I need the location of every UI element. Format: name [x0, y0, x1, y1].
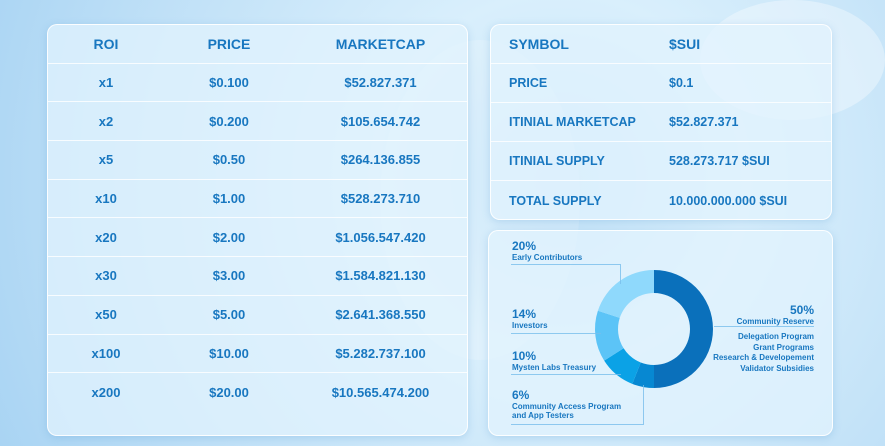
marketcap-cell: $10.565.474.200: [331, 385, 430, 401]
table-row: x20 $2.00 $1.056.547.420: [48, 218, 467, 258]
reserve-use: Delegation Program: [737, 332, 814, 341]
marketcap-cell: $1.056.547.420: [335, 229, 426, 245]
marketcap-cell: $5.282.737.100: [335, 345, 426, 361]
divider: [511, 374, 621, 375]
donut-slice-community-access-program-and-app-testers: [632, 362, 654, 388]
roi-cell: x200: [91, 385, 121, 401]
reserve-use: Validator Subsidies: [740, 363, 814, 373]
roi-cell: x20: [95, 229, 117, 245]
info-value: 10.000.000.000 $SUI: [669, 193, 788, 208]
table-row: x1 $0.100 $52.827.371: [48, 64, 467, 103]
marketcap-cell: $2.641.368.550: [335, 307, 426, 323]
price-cell: $0.200: [209, 113, 249, 129]
label-community-reserve: 50% Community Reserve: [736, 303, 814, 327]
table-row: x100 $10.00 $5.282.737.100: [48, 335, 467, 374]
table-row: x30 $3.00 $1.584.821.130: [48, 257, 467, 296]
table-row: x50 $5.00 $2.641.368.550: [48, 296, 467, 335]
info-row: SYMBOL $SUI: [491, 25, 831, 64]
info-value: $0.1: [669, 76, 694, 90]
token-distribution: 20% Early Contributors 14% Investors 10% My…: [488, 230, 833, 436]
marketcap-cell: $105.654.742: [340, 113, 421, 129]
table-header: ROI PRICE MARKETCAP: [48, 25, 467, 64]
reserve-use: Research & Developement: [713, 353, 814, 362]
label-investors: 14% Investors: [512, 307, 548, 331]
info-key: SYMBOL: [509, 36, 569, 52]
roi-cell: x100: [91, 345, 121, 361]
marketcap-cell: $1.584.821.130: [335, 268, 426, 284]
header-price: PRICE: [207, 35, 251, 52]
roi-cell: x50: [95, 307, 117, 323]
price-cell: $3.00: [212, 268, 246, 284]
label-community-access: 6% Community Access Program and App Tester…: [512, 388, 622, 421]
donut-slice-investors: [595, 310, 624, 361]
info-row: PRICE $0.1: [491, 64, 831, 103]
table-row: x2 $0.200 $105.654.742: [48, 102, 467, 142]
table-row: x200 $20.00 $10.565.474.200: [48, 373, 467, 412]
info-value: 528.273.717 $SUI: [669, 154, 770, 168]
roi-cell: x30: [95, 268, 117, 284]
roi-table: ROI PRICE MARKETCAP x1 $0.100 $52.827.371 x…: [47, 24, 468, 436]
marketcap-cell: $264.136.855: [340, 152, 421, 168]
divider: [511, 333, 601, 334]
label-early-contributors: 20% Early Contributors: [512, 239, 583, 263]
price-cell: $5.00: [212, 307, 246, 323]
table-row: x10 $1.00 $528.273.710: [48, 180, 467, 219]
reserve-use: Grant Programs: [753, 342, 814, 352]
divider: [511, 264, 621, 284]
price-cell: $20.00: [209, 385, 249, 401]
donut-slice-mysten-labs-treasury: [604, 348, 641, 384]
info-row: ITINIAL MARKETCAP $52.827.371: [491, 103, 831, 142]
roi-cell: x10: [95, 191, 117, 207]
roi-rows: x1 $0.100 $52.827.371 x2 $0.200 $105.654.742 x…: [48, 64, 467, 412]
header-roi: ROI: [93, 35, 119, 52]
donut-slice-community-reserve: [654, 270, 713, 388]
divider: [714, 326, 814, 327]
info-row: ITINIAL SUPPLY 528.273.717 $SUI: [491, 142, 831, 181]
roi-cell: x2: [98, 113, 114, 129]
price-cell: $1.00: [212, 191, 246, 207]
donut-chart: [595, 270, 713, 388]
price-cell: $10.00: [209, 345, 249, 361]
info-value: $SUI: [669, 36, 701, 52]
price-cell: $0.50: [212, 152, 246, 168]
info-row: TOTAL SUPPLY 10.000.000.000 $SUI: [491, 181, 831, 220]
marketcap-cell: $528.273.710: [340, 191, 421, 207]
info-key: ITINIAL SUPPLY: [509, 154, 605, 168]
token-info-table: SYMBOL $SUI PRICE $0.1 ITINIAL MARKETCAP $52.…: [490, 24, 832, 220]
info-key: TOTAL SUPPLY: [509, 193, 602, 208]
roi-cell: x1: [98, 75, 114, 91]
price-cell: $0.100: [209, 75, 249, 91]
reserve-uses-list: Delegation Program Grant Programs Resear…: [713, 332, 814, 374]
header-marketcap: MARKETCAP: [335, 35, 426, 52]
divider: [511, 385, 644, 425]
marketcap-cell: $52.827.371: [344, 75, 417, 91]
info-key: ITINIAL MARKETCAP: [509, 115, 636, 129]
info-value: $52.827.371: [669, 115, 739, 129]
table-row: x5 $0.50 $264.136.855: [48, 141, 467, 180]
label-mysten-labs: 10% Mysten Labs Treasury: [512, 349, 597, 373]
price-cell: $2.00: [212, 229, 246, 245]
roi-cell: x5: [98, 152, 114, 168]
donut-slice-early-contributors: [597, 270, 654, 318]
info-key: PRICE: [509, 76, 548, 90]
